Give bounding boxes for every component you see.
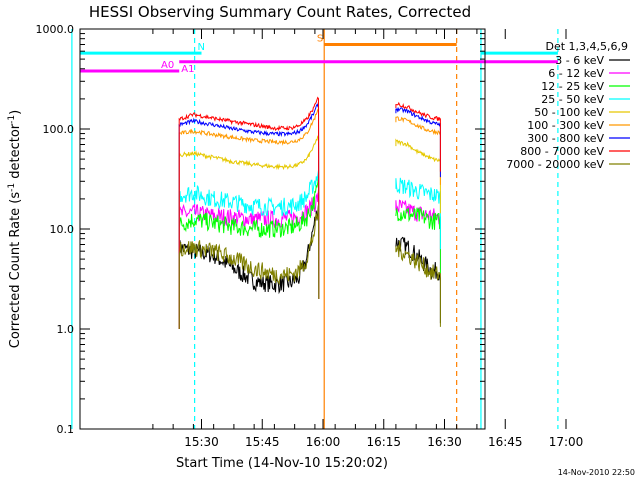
y-tick-label: 0.1 [57,423,75,436]
series-8-segment-2 [395,240,441,327]
x-axis-label: Start Time (14-Nov-10 15:20:02) [176,456,388,471]
axes: 0.1 1.0 10.0 100.0 1000.0 15:30 15:45 16:00 16:1… [36,23,584,449]
legend-label: 6 - 12 keV [548,67,604,80]
x-tick-label: 16:00 [306,435,341,449]
legend-label: 800 - 7000 keV [520,145,604,158]
series-3-segment-1 [178,170,320,329]
series-6-segment-2 [395,107,441,178]
state-label-s: S [317,33,323,44]
state-label-a1: A1 [181,64,194,75]
x-tick-label: 15:30 [184,435,219,449]
series-5-segment-1 [178,108,320,329]
y-tick-label: 1000.0 [36,23,75,36]
series-7-segment-2 [395,101,441,172]
x-tick-label: 16:15 [366,435,401,449]
series-4-segment-1 [178,133,320,329]
legend-label: 100 - 300 keV [527,119,604,132]
legend-label: 7000 - 20000 keV [506,158,604,171]
y-tick-label: 10.0 [50,223,75,236]
series-7-segment-1 [178,96,320,329]
series-5-segment-2 [395,116,441,185]
series-1-segment-1 [178,189,320,329]
series-6-segment-1 [178,101,320,329]
legend-label: 3 - 6 keV [555,54,604,67]
series-2-segment-2 [395,207,441,274]
series-2-segment-1 [178,177,320,329]
x-tick-label: 16:45 [488,435,523,449]
legend-label: 50 - 100 keV [534,106,604,119]
series-8-segment-1 [178,204,320,329]
x-tick-label: 16:30 [427,435,462,449]
x-tick-label: 15:45 [245,435,280,449]
legend-label: 12 - 25 keV [541,80,604,93]
legend-label: 300 - 800 keV [527,132,604,145]
chart-title: HESSI Observing Summary Count Rates, Cor… [89,3,471,21]
footer-timestamp: 14-Nov-2010 22:50 [558,468,635,477]
series-3-segment-2 [395,177,441,250]
y-tick-label: 100.0 [43,123,75,136]
legend-label: 25 - 50 keV [541,93,604,106]
state-label-n: N [197,42,204,53]
y-axis-label: Corrected Count Rate (s-1 detector-1) [7,110,23,348]
x-tick-label: 17:00 [549,435,584,449]
series-4-segment-2 [395,138,441,214]
legend-title: Det 1,3,4,5,6,9 [545,40,628,53]
plot-area: N A0 A1 S [71,29,559,429]
y-tick-label: 1.0 [57,323,75,336]
state-label-a0: A0 [161,60,174,71]
